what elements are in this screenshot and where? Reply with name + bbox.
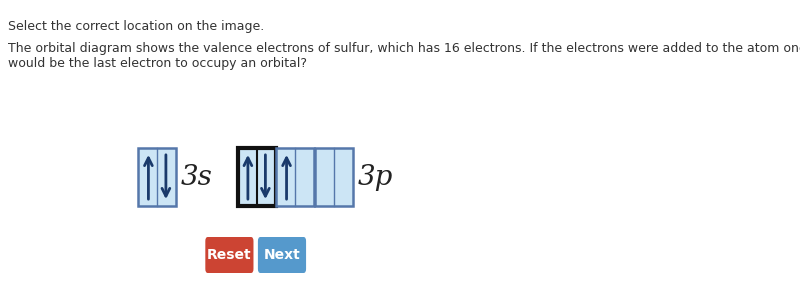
Bar — [138, 148, 176, 206]
FancyBboxPatch shape — [206, 237, 254, 273]
Bar — [276, 148, 314, 206]
Text: Select the correct location on the image.: Select the correct location on the image… — [8, 20, 264, 33]
Text: 3p: 3p — [358, 164, 394, 191]
Text: 3s: 3s — [181, 164, 213, 191]
Bar — [315, 148, 353, 206]
Text: Next: Next — [264, 248, 300, 262]
Text: Reset: Reset — [207, 248, 252, 262]
Bar — [238, 148, 276, 206]
Text: The orbital diagram shows the valence electrons of sulfur, which has 16 electron: The orbital diagram shows the valence el… — [8, 42, 800, 55]
FancyBboxPatch shape — [258, 237, 306, 273]
Text: would be the last electron to occupy an orbital?: would be the last electron to occupy an … — [8, 57, 306, 70]
